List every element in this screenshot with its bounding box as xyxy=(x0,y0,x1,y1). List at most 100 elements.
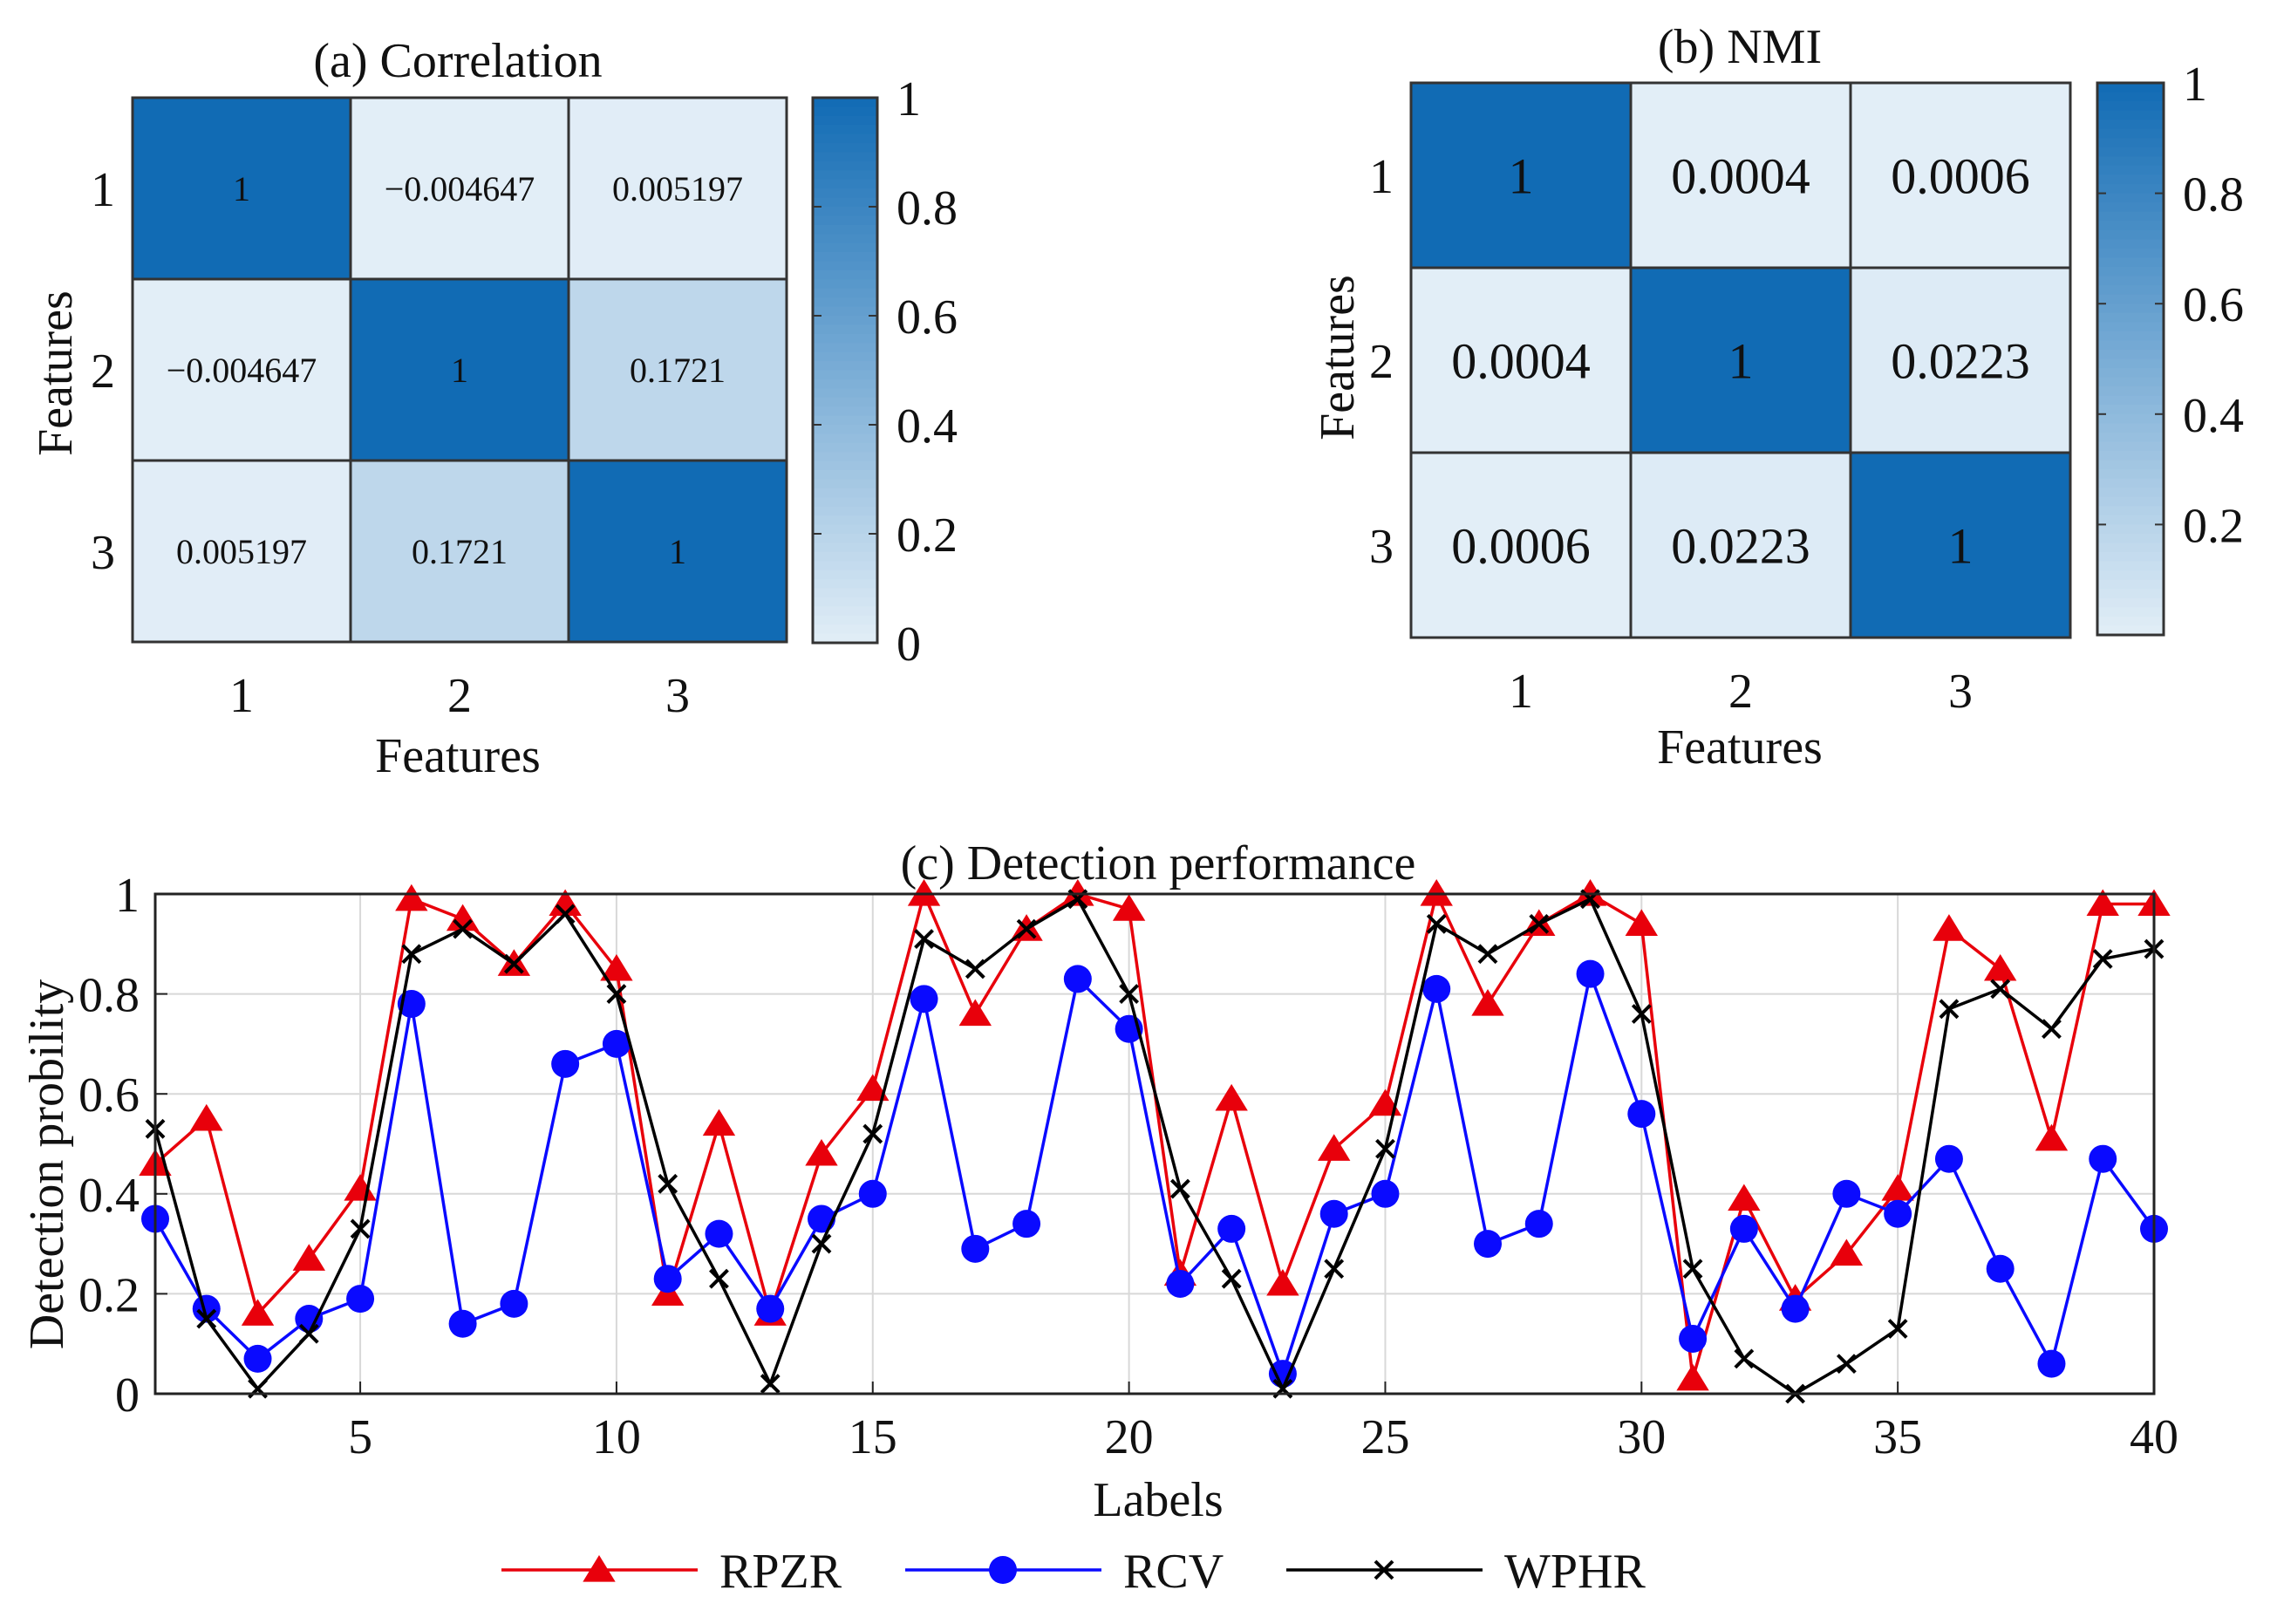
y-tick-label: 0.4 xyxy=(78,1169,140,1223)
data-point-rcv xyxy=(1832,1179,1861,1208)
data-point-rpzr xyxy=(2035,1123,2069,1151)
cell-label: 0.005197 xyxy=(176,532,307,571)
colorbar-tick-label: 0 xyxy=(896,618,921,672)
colorbar-band xyxy=(2097,358,2164,370)
y-tick-label: 1 xyxy=(91,163,115,217)
heatmap-cell xyxy=(1849,266,2072,454)
colorbar-band xyxy=(2097,570,2164,581)
data-point-wphr xyxy=(1375,1138,1395,1159)
colorbar-band xyxy=(2097,423,2164,433)
colorbar-band xyxy=(2097,460,2164,471)
colorbar-band xyxy=(2097,128,2164,140)
data-point-rcv xyxy=(551,1049,580,1078)
colorbar-band xyxy=(2097,597,2164,609)
cell-label: 0.0006 xyxy=(1891,147,2030,204)
colorbar-band xyxy=(813,324,877,335)
data-point-wphr xyxy=(1631,1004,1652,1024)
data-point-rpzr xyxy=(958,999,992,1027)
colorbar-band xyxy=(2097,368,2164,379)
colorbar-band xyxy=(2097,506,2164,516)
colorbar-band xyxy=(2097,101,2164,112)
colorbar-band xyxy=(813,506,877,517)
colorbar-frame xyxy=(2096,81,2165,637)
colorbar-band xyxy=(813,479,877,489)
correlation-title: (a) Correlation xyxy=(313,34,602,88)
legend-label: RCV xyxy=(1123,1545,1224,1599)
colorbar-tick-label: 0.4 xyxy=(2183,389,2244,443)
colorbar-band xyxy=(2097,119,2164,130)
data-point-wphr xyxy=(401,944,422,965)
colorbar-tick-label: 0.8 xyxy=(896,181,958,235)
colorbar-band xyxy=(813,188,877,199)
colorbar-band xyxy=(813,470,877,481)
data-point-wphr xyxy=(196,1308,217,1329)
y-tick-label: 1 xyxy=(1369,150,1394,204)
colorbar-band xyxy=(2097,413,2164,425)
data-point-rpzr xyxy=(907,879,941,906)
colorbar-band xyxy=(2097,349,2164,360)
data-point-rpzr xyxy=(2086,889,2119,917)
data-point-rpzr xyxy=(190,1103,223,1131)
colorbar-band xyxy=(813,234,877,244)
legend-item-rpzr: RPZR xyxy=(501,1545,842,1599)
colorbar-band xyxy=(813,261,877,271)
colorbar-band xyxy=(2097,616,2164,627)
data-point-wphr xyxy=(1221,1268,1242,1289)
data-point-rcv xyxy=(705,1219,733,1248)
y-tick-label: 3 xyxy=(1369,520,1394,574)
colorbar-band xyxy=(2097,524,2164,535)
y-tick-label: 2 xyxy=(1369,335,1394,389)
colorbar-band xyxy=(813,461,877,472)
colorbar-band xyxy=(2097,561,2164,572)
colorbar-band xyxy=(813,442,877,454)
colorbar-band xyxy=(813,452,877,462)
data-point-rpzr xyxy=(1471,989,1504,1016)
colorbar-band xyxy=(813,415,877,426)
detection-title: (c) Detection performance xyxy=(901,836,1416,890)
y-tick-label: 0.2 xyxy=(78,1268,140,1322)
colorbar-band xyxy=(2097,432,2164,443)
colorbar-band xyxy=(2097,552,2164,563)
data-point-wphr xyxy=(298,1323,319,1344)
heatmap-cell xyxy=(1629,451,1852,639)
cell-label: 1 xyxy=(1509,147,1534,204)
colorbar-band xyxy=(2097,542,2164,554)
data-point-rcv xyxy=(1729,1214,1758,1243)
colorbar-tick-label: 1 xyxy=(2183,58,2207,112)
colorbar-band xyxy=(2097,248,2164,259)
colorbar-band xyxy=(813,207,877,217)
colorbar-band xyxy=(2097,239,2164,249)
data-point-rcv xyxy=(295,1305,324,1334)
heatmap-cell xyxy=(1849,451,2072,639)
data-point-rcv xyxy=(808,1204,835,1233)
correlation-ylabel: Features xyxy=(29,290,83,456)
colorbar-band xyxy=(813,361,877,372)
heatmap-cell xyxy=(131,277,352,462)
colorbar-band xyxy=(813,343,877,353)
data-point-wphr xyxy=(2092,949,2113,969)
colorbar-band xyxy=(813,534,877,544)
cell-label: 0.1721 xyxy=(630,351,726,390)
data-point-rpzr xyxy=(856,1074,890,1102)
colorbar-band xyxy=(2097,92,2164,103)
data-point-rcv xyxy=(1576,959,1605,988)
data-point-rpzr xyxy=(1317,1134,1351,1161)
data-point-wphr xyxy=(1169,1178,1190,1199)
colorbar-band xyxy=(813,551,877,563)
data-point-wphr xyxy=(1426,913,1447,934)
colorbar-band xyxy=(813,333,877,345)
cell-label: 0.0004 xyxy=(1451,332,1591,389)
legend-marker xyxy=(583,1555,616,1582)
colorbar-tick-label: 0.8 xyxy=(2183,168,2244,222)
colorbar-band xyxy=(813,388,877,399)
data-point-rcv xyxy=(1371,1179,1400,1208)
data-point-rpzr xyxy=(1983,953,2017,981)
y-tick-label: 2 xyxy=(91,345,115,399)
series-rcv xyxy=(141,959,2168,1389)
legend-marker xyxy=(1374,1559,1394,1580)
colorbar-band xyxy=(2097,515,2164,526)
data-point-rcv xyxy=(961,1234,990,1263)
detection-ylabel: Detection probility xyxy=(20,979,74,1350)
data-point-rpzr xyxy=(241,1299,275,1326)
colorbar-band xyxy=(813,370,877,380)
